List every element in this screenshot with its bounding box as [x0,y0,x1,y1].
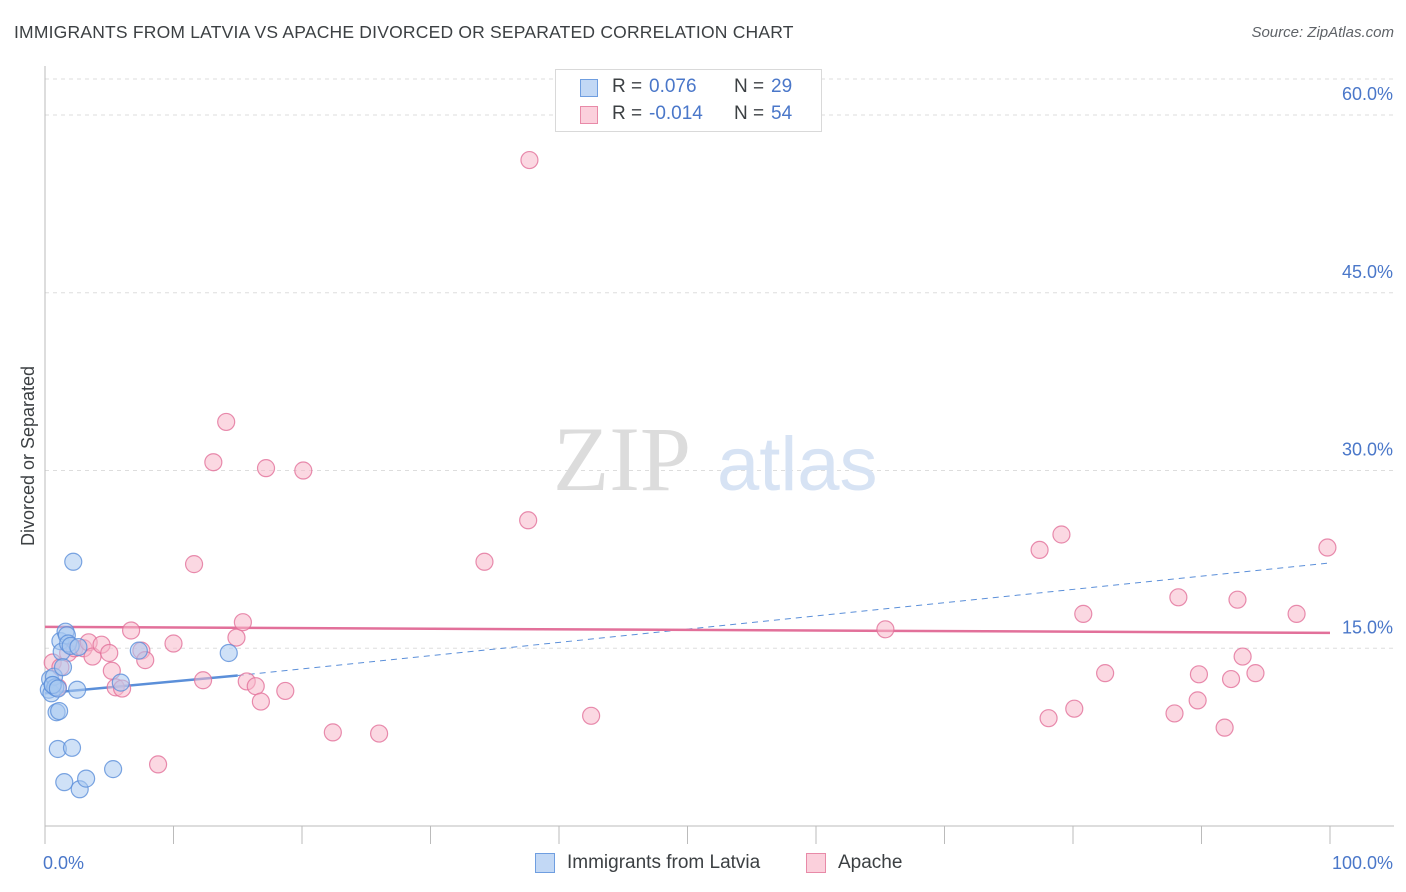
gridlines [45,78,1394,649]
point-apache [204,453,223,472]
point-latvia [111,673,130,692]
y-tick-label: 15.0% [1342,617,1393,637]
point-latvia [50,701,69,721]
axes [44,66,1394,844]
source-label: Source: ZipAtlas.com [1251,24,1394,41]
bottom-legend-label-apache: Apache [838,852,903,873]
point-apache [193,671,213,690]
point-latvia [53,658,73,677]
point-apache [184,555,204,574]
point-apache [1221,669,1241,689]
point-apache [246,677,265,696]
chart-title: IMMIGRANTS FROM LATVIA VS APACHE DIVORCE… [14,22,794,42]
point-apache [227,628,246,647]
x-tick-label: 100.0% [1332,853,1393,873]
point-apache [1096,664,1115,683]
point-apache [1215,718,1234,737]
watermark: ZIP atlas [553,408,878,510]
point-apache [1039,709,1058,728]
point-apache [1246,664,1265,683]
legend-swatch-latvia [580,79,598,97]
legend-n-label: N = [734,76,765,97]
point-apache [276,681,295,701]
point-apache [164,634,183,653]
point-latvia [62,738,82,757]
y-axis-label: Divorced or Separated [18,366,38,546]
point-apache [1065,699,1084,718]
legend-swatch-apache [580,106,598,124]
point-latvia [68,680,87,699]
point-latvia [129,641,148,660]
data-points [39,150,1337,799]
point-latvia [64,552,83,571]
point-latvia [55,773,74,792]
legend-n-label: N = [734,103,765,124]
point-apache [1074,604,1093,623]
point-apache [876,620,895,639]
point-apache [323,723,342,742]
point-latvia [69,637,88,657]
trend-line-dashed [237,562,1331,677]
point-apache [121,621,141,640]
y-tick-label: 30.0% [1342,440,1393,460]
point-apache [1169,588,1188,607]
bottom-legend-swatch-apache [806,853,826,873]
legend-n-value: 54 [771,103,793,124]
y-tick-label: 45.0% [1342,262,1393,282]
legend-r-value: -0.014 [649,103,703,124]
point-apache [100,643,119,663]
y-tick-label: 60.0% [1342,84,1393,104]
watermark-zip: ZIP [553,408,691,510]
legend-n-value: 29 [771,76,793,97]
point-apache [256,459,276,478]
point-apache [1287,604,1306,623]
point-apache [217,412,236,432]
point-latvia [219,643,238,663]
axis-labels: 15.0% 30.0% 45.0% 60.0% 0.0% 100.0% Divorced o… [18,84,1393,873]
point-apache [1052,525,1071,544]
correlation-legend: R = 0.076 N = 29 R = -0.014 N = 54 [555,69,822,132]
watermark-atlas: atlas [717,422,878,507]
x-tick-label: 0.0% [43,853,84,873]
bottom-legend-swatch-latvia [535,853,555,873]
point-apache [475,552,494,571]
point-apache [1233,647,1252,666]
point-apache [520,150,539,170]
point-apache [1228,590,1247,609]
point-latvia [104,760,123,779]
bottom-legend-label-latvia: Immigrants from Latvia [567,852,761,873]
legend-r-value: 0.076 [649,76,697,97]
legend-r-label: R = [612,76,643,97]
trend-line [44,625,1331,635]
point-apache [294,461,313,480]
point-apache [582,706,601,725]
point-apache [233,613,252,632]
point-apache [370,724,389,743]
point-apache [1318,538,1337,557]
point-apache [251,692,270,711]
point-apache [1188,691,1207,710]
point-apache [1030,540,1049,560]
point-latvia [77,769,96,788]
point-latvia [48,679,67,698]
point-apache [148,755,168,774]
point-apache [519,511,538,530]
point-apache [1165,704,1184,723]
point-apache [1189,665,1209,684]
legend-r-label: R = [612,103,643,124]
